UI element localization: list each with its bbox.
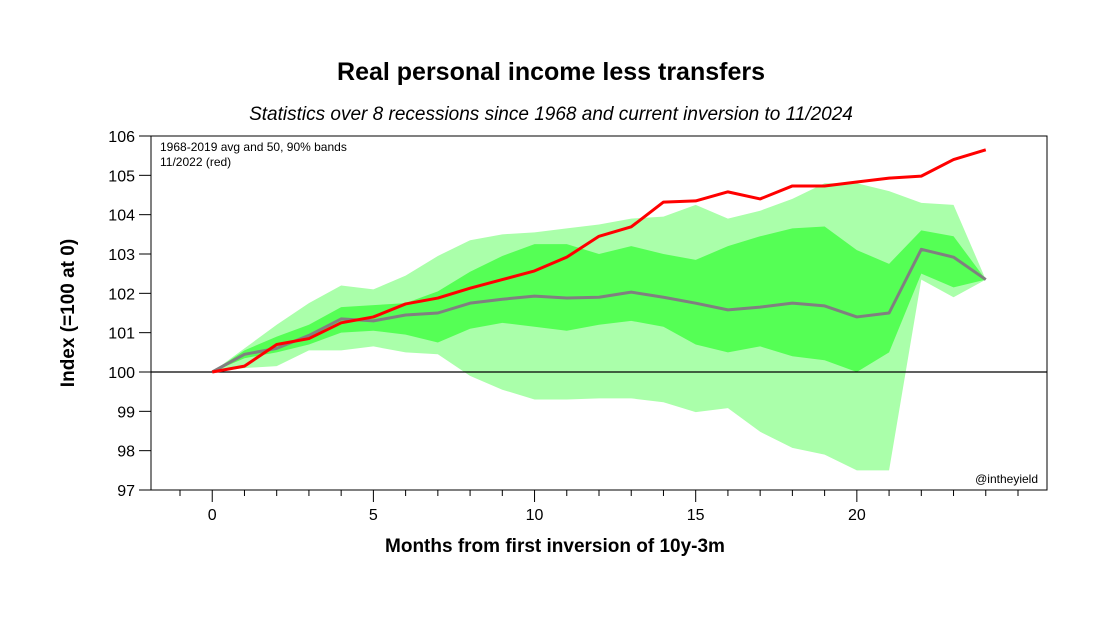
y-axis-title: Index (=100 at 0) — [58, 239, 79, 387]
y-tick-label: 106 — [108, 129, 135, 146]
avg-line — [211, 247, 987, 374]
y-tick-label: 100 — [108, 365, 135, 382]
annotation-line-1: 1968-2019 avg and 50, 90% bands — [160, 140, 347, 154]
y-tick-label: 99 — [117, 404, 135, 421]
y-tick-label: 98 — [117, 444, 135, 461]
lines-layer — [151, 148, 1047, 374]
y-tick-label: 103 — [108, 247, 135, 264]
x-tick-label: 0 — [208, 507, 217, 524]
axes-layer: 97 98 99 100 101 102 103 104 105 106 0 5 10 15 20 — [108, 129, 1048, 524]
y-tick-label: 97 — [117, 483, 135, 500]
x-tick-label: 10 — [526, 507, 544, 524]
watermark: @intheyield — [975, 472, 1038, 486]
y-tick-label: 104 — [108, 208, 135, 225]
y-tick-label: 105 — [108, 168, 135, 185]
chart-title: Real personal income less transfers — [337, 58, 765, 86]
y-tick-label: 101 — [108, 326, 135, 343]
y-tick-label: 102 — [108, 286, 135, 303]
x-axis-title: Months from first inversion of 10y-3m — [385, 536, 725, 557]
band-50pct — [212, 226, 986, 372]
annotation-line-2: 11/2022 (red) — [160, 155, 231, 169]
x-tick-label: 15 — [687, 507, 705, 524]
current-line — [211, 148, 987, 374]
chart-subtitle: Statistics over 8 recessions since 1968 … — [249, 104, 853, 125]
x-tick-label: 20 — [848, 507, 866, 524]
bands-layer — [212, 183, 986, 471]
x-tick-label: 5 — [369, 507, 378, 524]
